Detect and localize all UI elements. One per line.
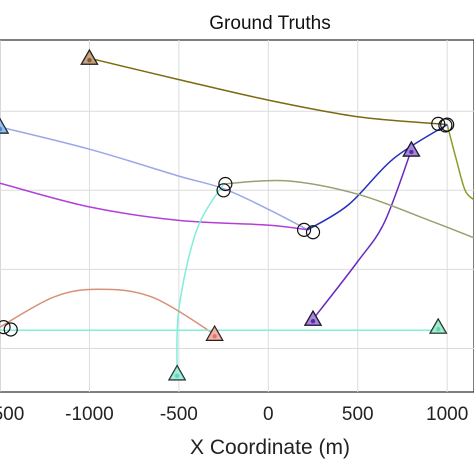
terminal-circle-marker [296, 222, 312, 237]
series-line-3 [0, 126, 309, 231]
start-triangle-marker-fill [81, 50, 98, 65]
x-tick-label: 0 [263, 404, 274, 425]
x-tick-label: 1000 [426, 404, 468, 425]
start-triangle-marker-dot [87, 57, 92, 63]
start-triangle-marker-fill [169, 365, 186, 380]
series-line-4 [0, 182, 308, 231]
terminal-circle-marker [431, 116, 446, 131]
start-triangle-marker-dot [174, 373, 180, 379]
series-line-2 [446, 124, 474, 201]
terminal-circle-marker [440, 117, 455, 132]
x-tick-label: 500 [342, 404, 374, 425]
series-line-5 [307, 123, 448, 231]
series-layer [0, 48, 474, 381]
terminal-circle-marker [218, 176, 233, 192]
terminal-circle-marker [0, 320, 11, 335]
end-triangle-marker-dot [212, 334, 217, 339]
end-triangle-marker-fill [430, 319, 447, 334]
end-triangle-marker-dot [409, 149, 414, 155]
series-line-8 [176, 183, 225, 374]
start-triangle-marker-fill [305, 311, 321, 326]
plot-frame [0, 39, 474, 393]
x-axis-label: X Coordinate (m) [190, 436, 350, 459]
end-triangle-marker-fill [403, 142, 420, 156]
terminal-circle-marker [305, 225, 321, 240]
x-tick-label: -1500 [0, 404, 24, 425]
x-tick-label: -1000 [65, 404, 114, 425]
terminal-circle-marker [3, 322, 18, 337]
x-tick-label: -500 [160, 404, 198, 425]
terminal-circle-marker [216, 183, 231, 198]
series-line-7 [223, 179, 474, 239]
series-line-1 [89, 57, 448, 126]
chart-title: Ground Truths [209, 13, 330, 34]
grid-lines [0, 40, 474, 392]
series-line-9 [0, 288, 215, 335]
start-triangle-marker-dot [0, 126, 3, 132]
end-triangle-marker-dot [436, 326, 441, 332]
start-triangle-marker-dot [310, 319, 316, 324]
series-line-6 [312, 149, 413, 320]
x-tick-labels: -1500 -1000 -500 0 500 1000 [0, 404, 468, 425]
end-triangle-marker-fill [206, 326, 223, 341]
